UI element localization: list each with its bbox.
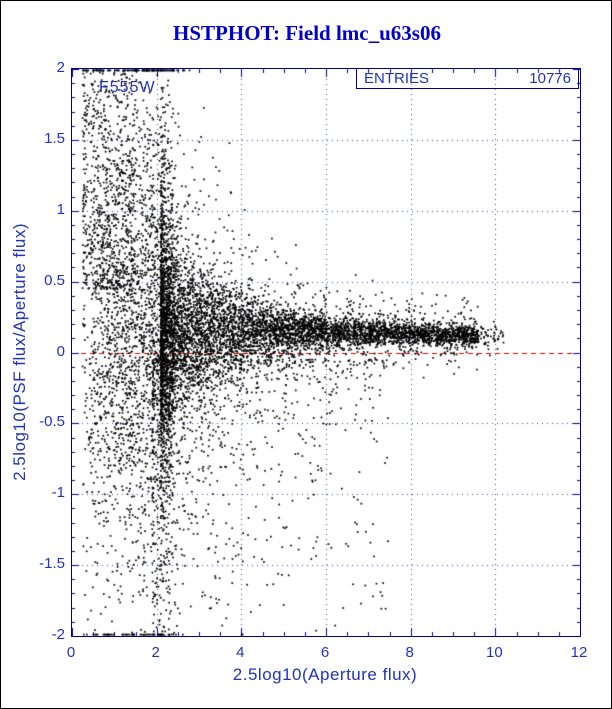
x-tick-label: 2 bbox=[151, 644, 160, 661]
stats-entries-value: 10776 bbox=[529, 70, 571, 87]
y-tick-label: -1 bbox=[51, 484, 65, 502]
stats-entries-label: ENTRIES bbox=[364, 70, 430, 87]
y-tick-label: 2 bbox=[56, 59, 65, 76]
y-tick-label: -1.5 bbox=[39, 555, 65, 573]
plot-frame bbox=[71, 68, 581, 637]
y-axis-title-box: 2.5log10(PSF flux/Aperture flux) bbox=[7, 68, 33, 635]
x-tick-label: 4 bbox=[236, 644, 245, 661]
x-tick-label: 0 bbox=[66, 644, 76, 661]
plot-title: HSTPHOT: Field lmc_u63s06 bbox=[173, 21, 441, 45]
x-tick-label: 12 bbox=[570, 644, 588, 661]
y-tick-label: 0 bbox=[56, 342, 65, 360]
y-tick-label: -0.5 bbox=[39, 413, 65, 431]
scatter-canvas bbox=[72, 69, 580, 636]
y-tick-label: 0.5 bbox=[44, 271, 65, 289]
x-tick-label: 6 bbox=[320, 644, 330, 661]
x-tick-label: 10 bbox=[485, 644, 503, 661]
filter-label: F555W bbox=[99, 79, 156, 96]
x-axis-title: 2.5log10(Aperture flux) bbox=[232, 665, 418, 684]
stats-box: ENTRIES 10776 bbox=[356, 68, 579, 89]
x-tick-label: 8 bbox=[405, 644, 414, 661]
y-tick-label: 1.5 bbox=[44, 129, 65, 147]
y-tick-label: -2 bbox=[51, 626, 65, 643]
y-tick-label: 1 bbox=[56, 200, 65, 218]
y-axis-title: 2.5log10(PSF flux/Aperture flux) bbox=[10, 222, 29, 481]
